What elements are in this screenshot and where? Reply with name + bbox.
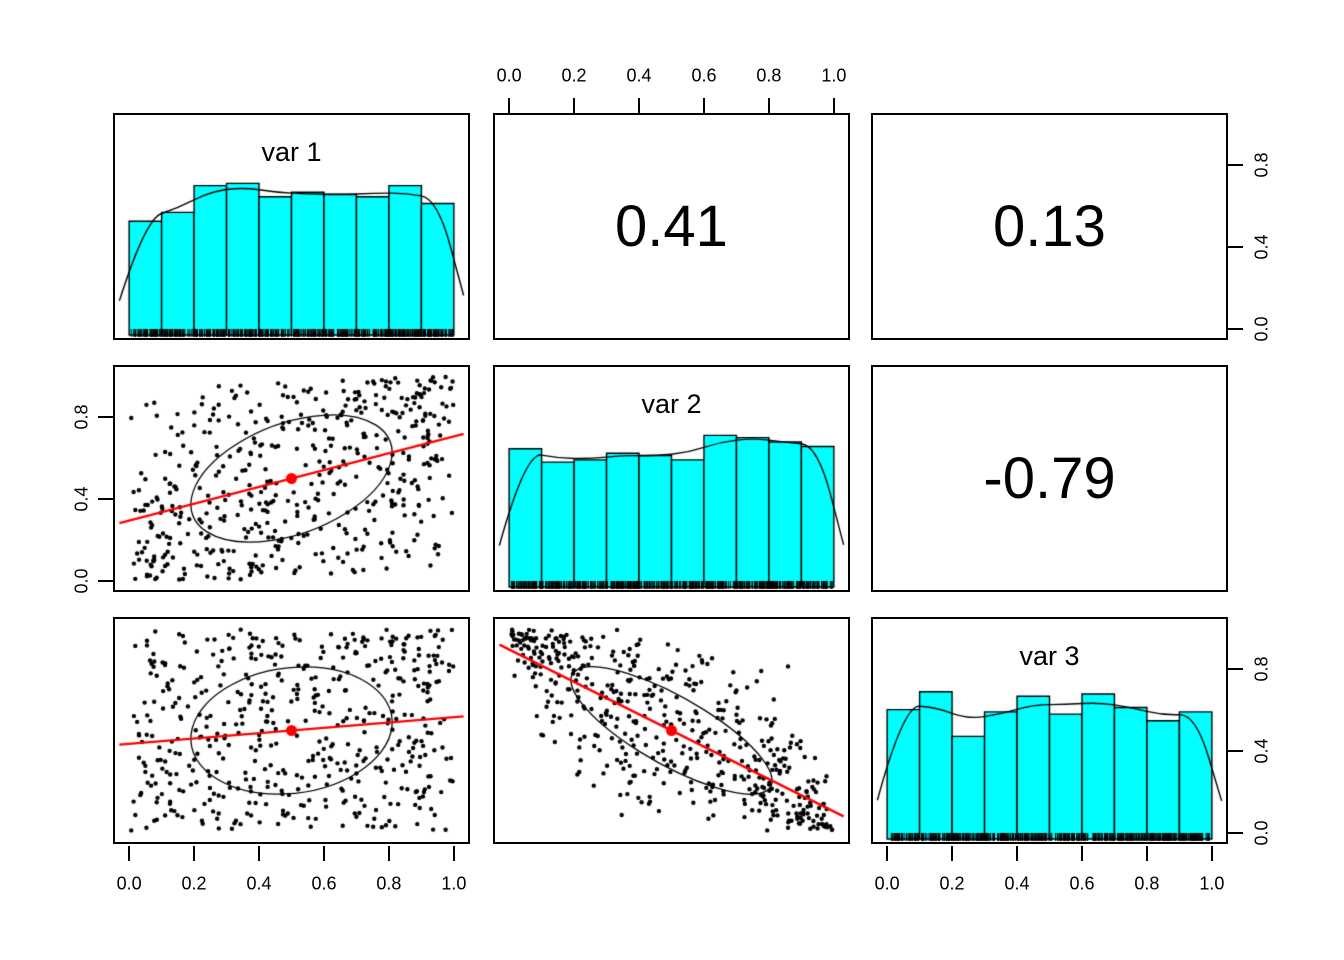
left-axis-tick-label: 0.0 <box>71 568 92 594</box>
panel-scatter-var1-var2 <box>113 365 470 592</box>
right-axis-tick <box>1228 667 1243 670</box>
panel-corr-var2-var3: -0.79 <box>871 365 1228 592</box>
corr-value-var1-var2: 0.41 <box>615 194 728 259</box>
panel-corr-var1-var2: 0.41 <box>493 113 850 340</box>
hist-var1-canvas <box>115 115 468 338</box>
bottom-axis-tick <box>1145 846 1148 861</box>
var1-title: var 1 <box>261 137 322 167</box>
bottom-axis-tick <box>258 846 261 861</box>
right-axis-tick <box>1228 163 1243 166</box>
panel-hist-var1: var 1 <box>113 113 470 340</box>
right-axis-tick <box>1228 832 1243 835</box>
bottom-axis-tick-label: 0.8 <box>1134 873 1160 894</box>
hist-var3-canvas <box>873 619 1226 842</box>
right-axis-tick-label: 0.0 <box>1251 316 1272 342</box>
panel-scatter-var1-var3 <box>113 617 470 844</box>
top-axis-tick <box>832 98 835 113</box>
right-axis-tick <box>1228 328 1243 331</box>
left-axis-tick-label: 0.8 <box>71 404 92 430</box>
var3-title: var 3 <box>1019 641 1080 671</box>
bottom-axis-tick-label: 0.4 <box>1004 873 1030 894</box>
top-axis-tick <box>508 98 511 113</box>
var2-title: var 2 <box>641 389 702 419</box>
bottom-axis-tick-label: 1.0 <box>1199 873 1225 894</box>
bottom-axis-tick-label: 0.2 <box>939 873 965 894</box>
bottom-axis-tick <box>322 846 325 861</box>
corr-value-var2-var3: -0.79 <box>983 446 1116 511</box>
top-axis-tick-label: 0.2 <box>561 65 587 86</box>
bottom-axis-tick <box>193 846 196 861</box>
right-axis-tick-label: 0.4 <box>1251 738 1272 764</box>
bottom-axis-tick <box>452 846 455 861</box>
hist-var2-canvas <box>495 367 848 590</box>
panel-scatter-var2-var3 <box>493 617 850 844</box>
right-axis-tick <box>1228 750 1243 753</box>
left-axis-tick-label: 0.4 <box>71 486 92 512</box>
left-axis-tick <box>98 415 113 418</box>
right-axis-tick-label: 0.8 <box>1251 656 1272 682</box>
bottom-axis-tick-label: 0.6 <box>311 873 337 894</box>
left-axis-tick <box>98 580 113 583</box>
right-axis-tick-label: 0.0 <box>1251 820 1272 846</box>
corr-value-var1-var3: 0.13 <box>993 194 1106 259</box>
bottom-axis-tick-label: 0.4 <box>246 873 272 894</box>
top-axis-tick <box>767 98 770 113</box>
bottom-axis-tick-label: 0.6 <box>1069 873 1095 894</box>
bottom-axis-tick <box>1210 846 1213 861</box>
bottom-axis-tick-label: 0.0 <box>874 873 900 894</box>
right-axis-tick-label: 0.4 <box>1251 234 1272 260</box>
bottom-axis-tick <box>1016 846 1019 861</box>
bottom-axis-tick <box>128 846 131 861</box>
bottom-axis-tick-label: 0.2 <box>181 873 207 894</box>
bottom-axis-tick-label: 0.0 <box>116 873 142 894</box>
bottom-axis-tick <box>886 846 889 861</box>
top-axis-tick <box>573 98 576 113</box>
top-axis-tick-label: 1.0 <box>821 65 847 86</box>
bottom-axis-tick <box>951 846 954 861</box>
left-axis-tick <box>98 498 113 501</box>
panel-corr-var1-var3: 0.13 <box>871 113 1228 340</box>
top-axis-tick-label: 0.0 <box>496 65 522 86</box>
scatter-var1-var3-canvas <box>115 619 468 842</box>
bottom-axis-tick <box>1080 846 1083 861</box>
bottom-axis-tick <box>387 846 390 861</box>
bottom-axis-tick-label: 0.8 <box>376 873 402 894</box>
top-axis-tick-label: 0.4 <box>626 65 652 86</box>
right-axis-tick <box>1228 246 1243 249</box>
scatter-var1-var2-canvas <box>115 367 468 590</box>
top-axis-tick-label: 0.6 <box>691 65 717 86</box>
top-axis-tick <box>702 98 705 113</box>
scatter-var2-var3-canvas <box>495 619 848 842</box>
bottom-axis-tick-label: 1.0 <box>441 873 467 894</box>
top-axis-tick-label: 0.8 <box>756 65 782 86</box>
right-axis-tick-label: 0.8 <box>1251 152 1272 178</box>
panel-hist-var3: var 3 <box>871 617 1228 844</box>
top-axis-tick <box>638 98 641 113</box>
panel-hist-var2: var 2 <box>493 365 850 592</box>
